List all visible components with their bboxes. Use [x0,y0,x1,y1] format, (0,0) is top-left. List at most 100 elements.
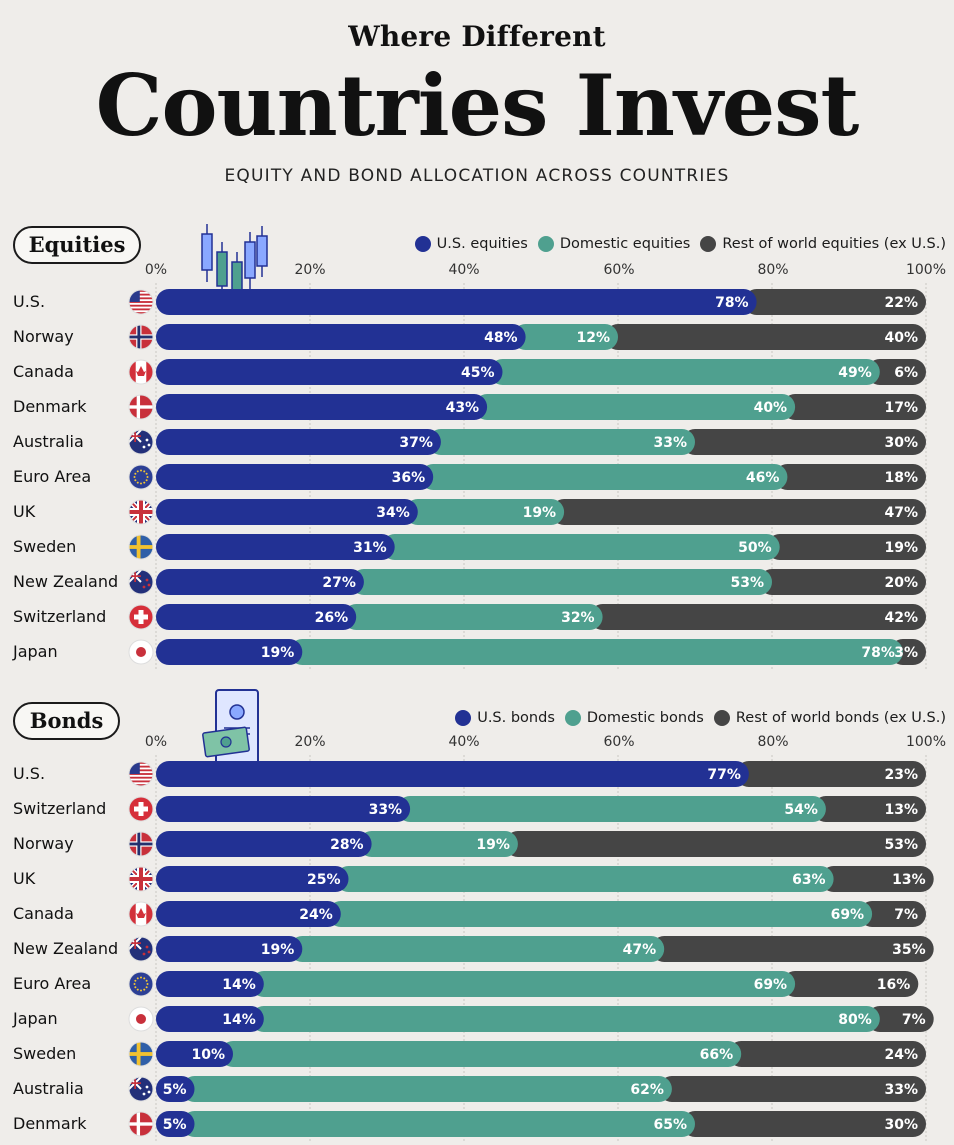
bar-segment-rest [859,901,926,927]
data-label-rest: 47% [884,505,918,521]
bar-row: 10% 66% 24% [156,1041,926,1067]
country-label: Switzerland [13,799,107,818]
bar-segment-domestic [404,499,565,525]
data-label-us: 5% [163,1082,187,1098]
country-label: Norway [13,834,74,853]
legend-label-domestic: Domestic bonds [586,710,704,726]
bar-row: 14% 80% 7% [156,1006,934,1032]
bar-segment-us [156,394,488,420]
data-label-domestic: 47% [623,942,657,958]
data-label-domestic: 66% [700,1047,734,1063]
data-label-domestic: 32% [561,610,595,626]
legend-item-us: U.S. equities [414,236,528,252]
bar-segment-domestic [335,866,834,892]
data-label-rest: 23% [884,767,918,783]
country-label: UK [13,869,36,888]
flag-icon-norway [128,831,154,857]
bar-row: 19% 47% 35% [156,936,934,962]
bar-segment-domestic [327,901,873,927]
data-label-us: 34% [376,505,410,521]
bar-segment-us [156,936,303,962]
axis-tick-label: 80% [757,734,789,750]
bar-segment-domestic [427,429,695,455]
bar-segment-us [156,429,441,455]
bar-segment-us [156,359,503,385]
data-label-rest: 22% [884,295,918,311]
bar-segment-domestic [289,936,665,962]
bar-segment-us [156,464,434,490]
data-label-us: 10% [191,1047,225,1063]
data-label-rest: 33% [884,1082,918,1098]
data-label-us: 31% [353,540,387,556]
bar-row: 19% 78% 3% [156,639,926,665]
data-label-rest: 6% [894,365,918,381]
country-label: Australia [13,1079,84,1098]
bar-segment-us [156,1076,195,1102]
flag-icon-switzerland [128,796,154,822]
data-label-us: 43% [446,400,480,416]
equities-legend: U.S. equities Domestic equities Rest of … [405,236,946,252]
bar-segment-us [156,1111,195,1137]
bar-segment-rest [682,429,926,455]
data-label-rest: 30% [884,435,918,451]
flag-icon-denmark [128,394,154,420]
data-label-domestic: 12% [576,330,610,346]
country-label: Canada [13,362,74,381]
country-label: Denmark [13,397,87,416]
bar-segment-rest [782,394,926,420]
bar-segment-domestic [397,796,826,822]
data-label-us: 19% [261,942,295,958]
bar-segment-domestic [420,464,788,490]
flag-icon-eu [128,464,154,490]
country-label: Sweden [13,1044,77,1063]
data-label-rest: 3% [894,645,918,661]
data-label-us: 25% [307,872,341,888]
country-label: Canada [13,904,74,923]
bar-segment-rest [551,499,926,525]
flag-icon-australia [128,1076,154,1102]
axis-tick-label: 80% [757,262,789,278]
bar-segment-domestic [358,831,518,857]
data-label-us: 24% [299,907,333,923]
bar-segment-domestic [250,971,796,997]
country-label: U.S. [13,764,46,783]
data-label-us: 5% [163,1117,187,1133]
data-label-us: 48% [484,330,518,346]
data-label-us: 28% [330,837,364,853]
data-label-us: 78% [715,295,749,311]
flag-icon-japan [128,639,154,665]
bar-segment-rest [759,569,926,595]
legend-label-domestic: Domestic equities [559,236,691,252]
bar-row: 77% 23% [156,761,926,787]
bar-segment-rest [743,289,926,315]
bar-segment-rest [866,1006,934,1032]
data-label-rest: 53% [884,837,918,853]
data-label-domestic: 53% [730,575,764,591]
bar-row: 78% 22% [156,289,926,315]
bar-segment-domestic [181,1076,672,1102]
axis-tick-label: 60% [603,734,635,750]
bar-segment-rest [820,866,934,892]
data-label-domestic: 19% [523,505,557,521]
bonds-legend: U.S. bonds Domestic bonds Rest of world … [445,710,946,726]
data-label-rest: 19% [884,540,918,556]
bar-segment-domestic [350,569,772,595]
data-label-rest: 24% [884,1047,918,1063]
bar-segment-us [156,866,349,892]
flag-icon-switzerland [128,604,154,630]
data-label-domestic: 69% [831,907,865,923]
bar-row: 36% 46% 18% [156,464,926,490]
legend-swatch-domestic [564,710,581,726]
bar-segment-rest [782,971,919,997]
flag-icon-uk [128,499,154,525]
flag-icon-us [128,761,154,787]
country-label: U.S. [13,292,46,311]
data-label-domestic: 69% [754,977,788,993]
bar-segment-us [156,289,757,315]
axis-tick-label: 0% [144,262,168,278]
data-label-us: 33% [369,802,403,818]
data-label-us: 19% [261,645,295,661]
data-label-domestic: 62% [630,1082,664,1098]
bar-row: 5% 62% 33% [156,1076,926,1102]
bar-segment-us [156,534,395,560]
